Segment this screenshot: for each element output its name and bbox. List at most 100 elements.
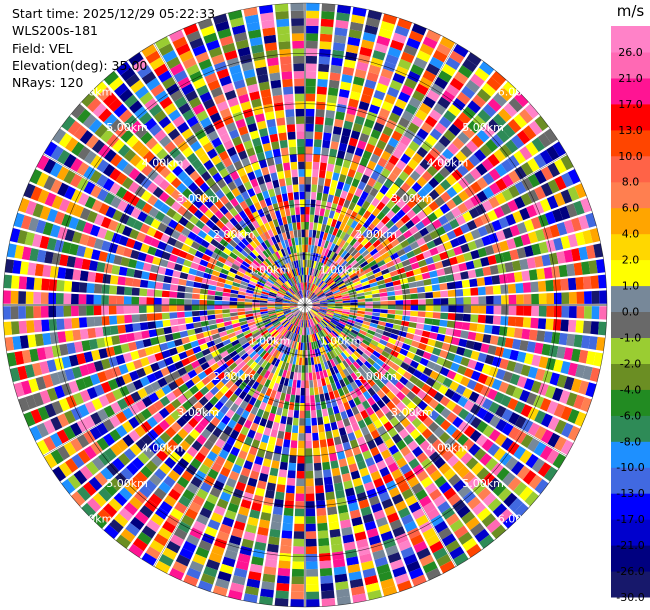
velocity-gate bbox=[445, 539, 461, 553]
velocity-gate bbox=[400, 386, 411, 396]
velocity-gate bbox=[154, 436, 166, 449]
colorbar-tick-label: -8.0 bbox=[620, 435, 641, 448]
velocity-gate bbox=[274, 333, 282, 341]
velocity-gate bbox=[86, 362, 97, 375]
velocity-gate bbox=[527, 422, 540, 437]
velocity-gate bbox=[478, 305, 487, 314]
velocity-gate bbox=[324, 336, 330, 345]
velocity-gate bbox=[68, 380, 80, 394]
velocity-gate bbox=[148, 272, 158, 281]
velocity-gate bbox=[347, 334, 356, 341]
velocity-gate bbox=[219, 363, 229, 372]
velocity-gate bbox=[170, 230, 181, 240]
velocity-gate bbox=[288, 462, 297, 471]
velocity-gate bbox=[355, 348, 364, 356]
velocity-gate bbox=[305, 357, 308, 366]
velocity-gate bbox=[492, 315, 501, 325]
velocity-gate bbox=[154, 507, 169, 520]
velocity-gate bbox=[399, 376, 409, 386]
velocity-gate bbox=[320, 321, 327, 328]
velocity-gate bbox=[254, 456, 264, 466]
velocity-gate bbox=[199, 315, 208, 322]
velocity-gate bbox=[389, 376, 399, 386]
velocity-gate bbox=[239, 339, 248, 346]
velocity-gate bbox=[514, 401, 526, 414]
velocity-gate bbox=[207, 433, 219, 444]
velocity-gate bbox=[161, 384, 172, 395]
velocity-gate bbox=[331, 318, 339, 324]
velocity-gate bbox=[508, 497, 523, 513]
velocity-gate bbox=[337, 504, 349, 514]
velocity-gate bbox=[509, 373, 521, 386]
velocity-gate bbox=[406, 390, 417, 401]
velocity-gate bbox=[28, 217, 39, 232]
velocity-gate bbox=[252, 307, 260, 311]
velocity-gate bbox=[412, 508, 425, 520]
velocity-gate bbox=[546, 449, 560, 465]
velocity-gate bbox=[302, 357, 305, 366]
velocity-gate bbox=[185, 90, 198, 102]
velocity-gate bbox=[129, 496, 143, 510]
velocity-gate bbox=[216, 178, 227, 189]
velocity-gate bbox=[489, 335, 499, 345]
velocity-gate bbox=[317, 416, 324, 426]
velocity-gate bbox=[455, 313, 464, 321]
velocity-gate bbox=[283, 309, 291, 312]
velocity-gate bbox=[425, 482, 438, 495]
velocity-gate bbox=[199, 310, 208, 316]
velocity-gate bbox=[152, 344, 162, 354]
velocity-gate bbox=[25, 200, 37, 216]
velocity-gate bbox=[216, 243, 226, 252]
velocity-gate bbox=[230, 226, 239, 236]
velocity-gate bbox=[150, 218, 161, 229]
velocity-gate bbox=[268, 246, 275, 255]
velocity-gate bbox=[274, 302, 283, 304]
velocity-gate bbox=[118, 235, 129, 246]
velocity-gate bbox=[368, 343, 377, 350]
velocity-gate bbox=[154, 305, 162, 313]
velocity-gate bbox=[215, 455, 226, 467]
velocity-gate bbox=[292, 296, 299, 301]
velocity-gate bbox=[44, 192, 57, 207]
velocity-gate bbox=[522, 470, 537, 485]
velocity-gate bbox=[26, 276, 35, 290]
velocity-gate bbox=[534, 425, 547, 440]
velocity-gate bbox=[321, 598, 336, 607]
velocity-gate bbox=[296, 292, 301, 299]
velocity-gate bbox=[97, 508, 113, 523]
velocity-gate bbox=[367, 439, 377, 450]
velocity-gate bbox=[393, 319, 402, 325]
velocity-gate bbox=[378, 317, 387, 322]
velocity-gate bbox=[287, 470, 296, 479]
velocity-gate bbox=[358, 384, 367, 394]
velocity-gate bbox=[405, 332, 415, 340]
velocity-gate bbox=[311, 342, 315, 350]
velocity-gate bbox=[428, 421, 440, 433]
velocity-gate bbox=[63, 441, 77, 457]
velocity-gate bbox=[387, 314, 396, 319]
velocity-gate bbox=[91, 249, 101, 261]
velocity-gate bbox=[492, 482, 507, 497]
velocity-gate bbox=[289, 305, 298, 307]
velocity-gate bbox=[302, 320, 305, 328]
velocity-gate bbox=[254, 355, 262, 364]
velocity-gate bbox=[355, 318, 364, 324]
velocity-gate bbox=[260, 262, 268, 270]
velocity-gate bbox=[17, 229, 28, 245]
velocity-gate bbox=[283, 282, 290, 289]
velocity-gate bbox=[23, 411, 36, 427]
velocity-gate bbox=[365, 457, 375, 467]
velocity-gate bbox=[229, 393, 239, 403]
velocity-gate bbox=[182, 540, 197, 553]
velocity-gate bbox=[108, 295, 117, 305]
velocity-gate bbox=[295, 326, 300, 335]
velocity-gate bbox=[238, 506, 250, 517]
velocity-gate bbox=[386, 390, 396, 400]
velocity-gate bbox=[245, 197, 254, 207]
velocity-gate bbox=[250, 406, 259, 416]
velocity-gate bbox=[436, 374, 446, 384]
velocity-gate bbox=[96, 159, 109, 173]
velocity-gate bbox=[243, 531, 256, 542]
velocity-gate bbox=[92, 492, 107, 508]
